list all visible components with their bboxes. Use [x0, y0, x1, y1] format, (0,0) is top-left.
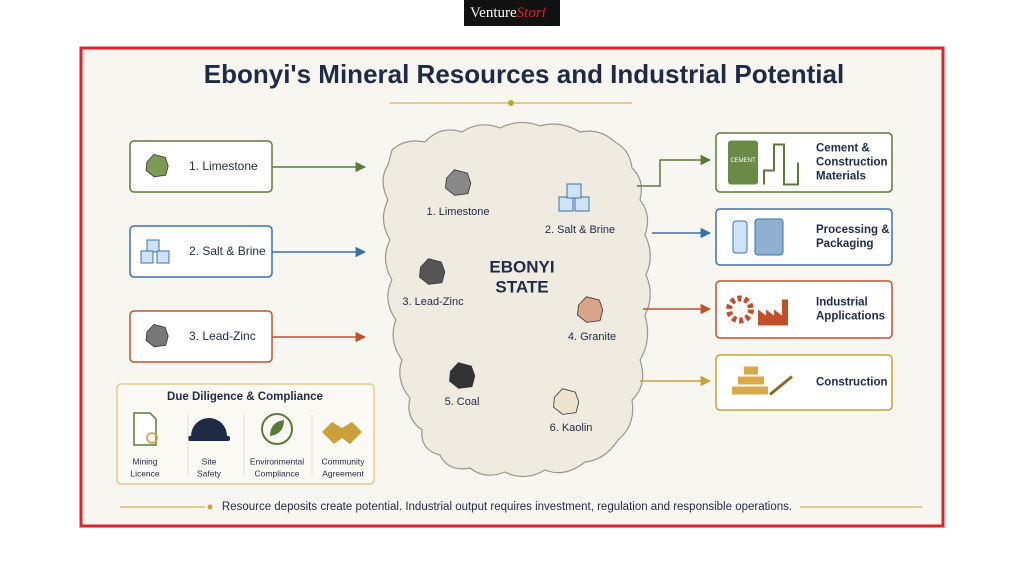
output-icon: [732, 220, 748, 254]
output-icon: [758, 299, 788, 326]
logo-part: Stori: [517, 5, 546, 21]
mineral-label: 6. Kaolin: [550, 422, 593, 434]
mineral-icon: [449, 362, 476, 389]
mineral-icon: [145, 153, 169, 178]
output-label: Construction: [816, 377, 888, 389]
compliance-label: Site: [202, 456, 217, 466]
compliance-box: [116, 383, 375, 485]
compliance-icons: [133, 412, 362, 446]
output-label: Construction: [816, 157, 888, 169]
output-icon: [769, 375, 793, 396]
output-label: Industrial: [816, 297, 868, 309]
source-box: [129, 140, 273, 193]
output-icon: [728, 140, 758, 185]
arrows: [272, 154, 712, 387]
divider-dot: [508, 100, 514, 106]
logo: VentureStori: [470, 5, 546, 21]
footer: Resource deposits create potential. Indu…: [222, 501, 792, 513]
source-box: [129, 310, 273, 363]
title: Ebonyi's Mineral Resources and Industria…: [204, 59, 844, 89]
mineral-icon: [156, 250, 170, 264]
mineral-icon: [146, 239, 160, 253]
logo-part: Venture: [470, 5, 517, 21]
mineral-label: 4. Granite: [568, 331, 616, 343]
mineral-icon: [558, 196, 574, 212]
mineral-icon: [145, 323, 169, 348]
mineral-label: 1. Limestone: [427, 206, 490, 218]
mineral-label: 2. Salt & Brine: [545, 224, 615, 236]
icon-text: CEMENT: [730, 158, 756, 164]
output-icon: [726, 295, 754, 324]
source-box: [129, 225, 273, 278]
mineral-label: 5. Coal: [445, 396, 480, 408]
output-label: Processing &: [816, 224, 890, 236]
output-box: [715, 354, 893, 411]
compliance-label: Environmental: [250, 456, 304, 466]
mineral-icon: [140, 250, 154, 264]
output-box: [715, 280, 893, 339]
mineral-icon: [566, 183, 582, 199]
compliance-label: Community: [322, 456, 366, 466]
output-icon: [763, 143, 799, 186]
output-label: Applications: [816, 311, 885, 323]
output-box: [715, 132, 893, 193]
source-label: 2. Salt & Brine: [189, 244, 266, 258]
mineral-icon: [577, 296, 604, 323]
state-label: STATE: [495, 277, 548, 296]
compliance-label: Licence: [130, 468, 160, 478]
mineral-icon: [419, 258, 446, 285]
source-label: 1. Limestone: [189, 159, 258, 173]
compliance-label: Safety: [197, 468, 222, 478]
mineral-icon: [445, 169, 472, 196]
compliance-label: Mining: [132, 456, 157, 466]
compliance-title: Due Diligence & Compliance: [167, 391, 323, 403]
mineral-icon: [553, 388, 580, 415]
output-label: Packaging: [816, 238, 874, 250]
mineral-label: 3. Lead-Zinc: [402, 296, 464, 308]
compliance-label: Compliance: [255, 468, 300, 478]
source-label: 3. Lead-Zinc: [189, 329, 256, 343]
mineral-icon: [574, 196, 590, 212]
footer-dot: [207, 504, 213, 510]
output-icon: [754, 218, 784, 256]
compliance-label: Agreement: [322, 468, 364, 478]
state-label: EBONYI: [489, 257, 554, 276]
output-label: Cement &: [816, 143, 870, 155]
output-label: Materials: [816, 171, 866, 183]
logo-box: [464, 0, 560, 26]
output-icon: [732, 366, 768, 395]
